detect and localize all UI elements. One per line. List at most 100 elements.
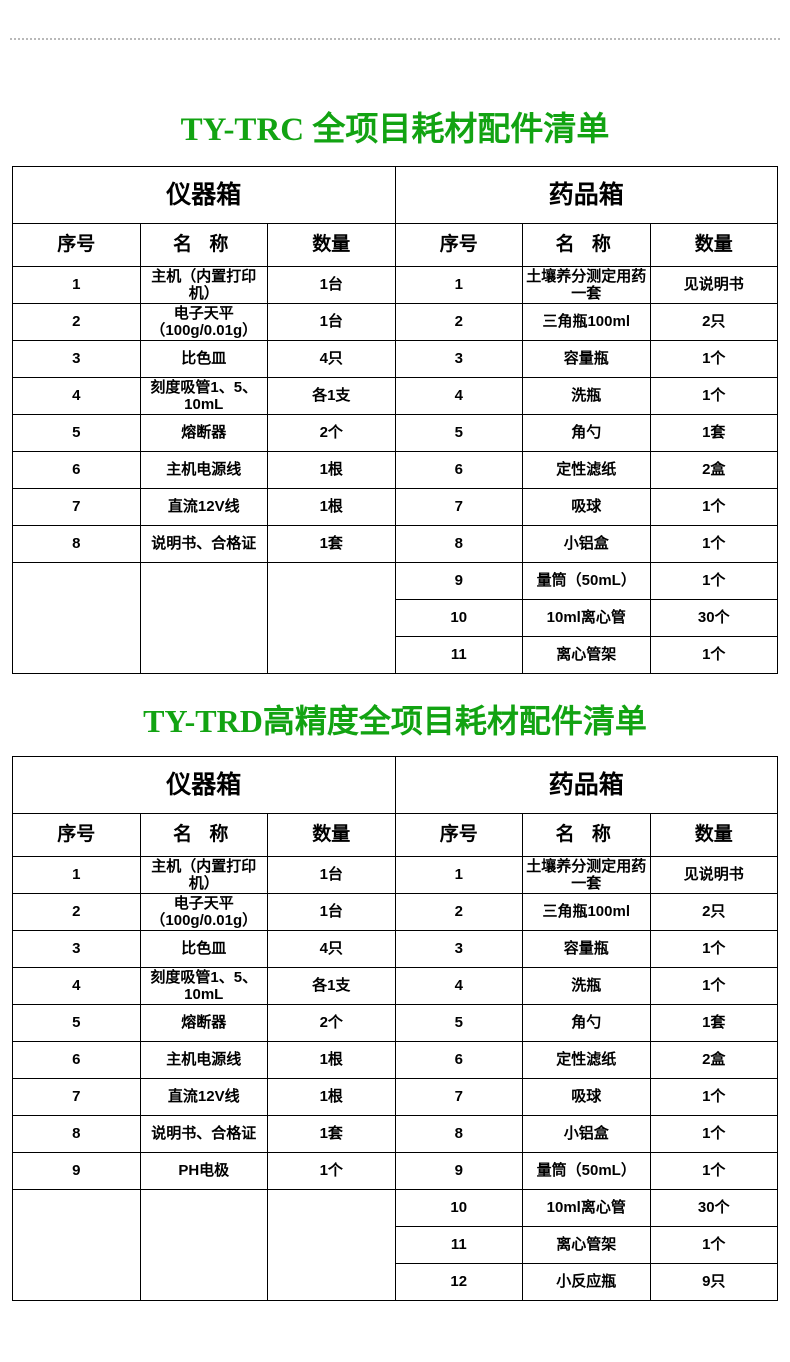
left-no-empty [12,1189,141,1227]
section-title-1: TY-TRC 全项目耗材配件清单 [180,112,610,148]
col-header-qty-left: 数量 [267,813,396,857]
col-header-no-right: 序号 [394,223,523,267]
left-no: 5 [12,1004,141,1042]
left-qty: 1套 [267,525,396,563]
right-name: 容量瓶 [522,930,651,968]
right-qty: 1个 [649,930,778,968]
right-no: 5 [394,414,523,452]
left-no: 3 [12,340,141,378]
table-body-1: 仪器箱 药品箱 序号 名 称 数量 序号 名 称 数量 1 主机（内置打印机） … [12,166,778,674]
right-name: 吸球 [522,1078,651,1116]
col-header-name-right: 名 称 [522,813,651,857]
table-row: 8 说明书、合格证 1套 8 小铝盒 1个 [12,525,778,563]
table-row: 11 离心管架 1个 [12,1226,778,1264]
right-qty: 1套 [649,414,778,452]
col-header-qty-left: 数量 [267,223,396,267]
left-no-empty [12,599,141,637]
right-name: 吸球 [522,488,651,526]
right-no: 2 [394,893,523,931]
left-name: 说明书、合格证 [139,525,268,563]
left-qty: 1台 [267,856,396,894]
left-no: 6 [12,1041,141,1079]
left-name: 比色皿 [139,340,268,378]
left-no: 6 [12,451,141,489]
right-name: 容量瓶 [522,340,651,378]
consumables-table-1: 仪器箱 药品箱 序号 名 称 数量 序号 名 称 数量 1 主机（内置打印机） … [12,166,778,674]
right-no: 11 [394,1226,523,1264]
left-qty-empty [267,1226,396,1264]
left-name: 说明书、合格证 [139,1115,268,1153]
table-row: 9 量筒（50mL） 1个 [12,562,778,600]
right-name: 三角瓶100ml [522,303,651,341]
right-qty: 1个 [649,1226,778,1264]
left-no: 9 [12,1152,141,1190]
table-row: 11 离心管架 1个 [12,636,778,674]
right-no: 3 [394,930,523,968]
left-qty: 2个 [267,414,396,452]
left-name: 熔断器 [139,414,268,452]
left-no-empty [12,1263,141,1301]
right-qty: 1套 [649,1004,778,1042]
table-row: 5 熔断器 2个 5 角勺 1套 [12,1004,778,1042]
left-no: 4 [12,377,141,415]
right-qty: 1个 [649,340,778,378]
left-no: 8 [12,525,141,563]
right-name: 小铝盒 [522,1115,651,1153]
right-no: 4 [394,377,523,415]
right-name: 量筒（50mL） [522,562,651,600]
left-name: 熔断器 [139,1004,268,1042]
left-qty: 1根 [267,1078,396,1116]
right-name: 离心管架 [522,1226,651,1264]
right-no: 7 [394,1078,523,1116]
box-header-row: 仪器箱 药品箱 [12,166,778,224]
right-name: 定性滤纸 [522,451,651,489]
left-qty-empty [267,562,396,600]
right-qty: 9只 [649,1263,778,1301]
left-qty: 各1支 [267,967,396,1005]
left-no: 2 [12,893,141,931]
consumables-table-2: 仪器箱 药品箱 序号 名 称 数量 序号 名 称 数量 1 主机（内置打印机） … [12,756,778,1301]
left-name: 主机电源线 [139,451,268,489]
table-row: 9 PH电极 1个 9 量筒（50mL） 1个 [12,1152,778,1190]
instrument-box-label: 仪器箱 [12,756,396,814]
right-qty: 1个 [649,525,778,563]
right-no: 2 [394,303,523,341]
right-name: 角勺 [522,414,651,452]
left-name: 比色皿 [139,930,268,968]
right-name: 土壤养分测定用药一套 [522,856,651,894]
right-qty: 2只 [649,893,778,931]
right-qty: 2只 [649,303,778,341]
right-no: 5 [394,1004,523,1042]
right-name: 量筒（50mL） [522,1152,651,1190]
table-row: 2 电子天平（100g/0.01g） 1台 2 三角瓶100ml 2只 [12,303,778,341]
right-no: 10 [394,599,523,637]
right-no: 3 [394,340,523,378]
col-header-name-left: 名 称 [139,813,268,857]
table-row: 10 10ml离心管 30个 [12,1189,778,1227]
left-name: 主机（内置打印机） [139,856,268,894]
col-header-name-right: 名 称 [522,223,651,267]
table-row: 1 主机（内置打印机） 1台 1 土壤养分测定用药一套 见说明书 [12,266,778,304]
right-qty: 见说明书 [649,266,778,304]
right-name: 10ml离心管 [522,599,651,637]
right-name: 小反应瓶 [522,1263,651,1301]
right-no: 9 [394,562,523,600]
document-page: TY-TRC 全项目耗材配件清单 仪器箱 药品箱 序号 名 称 数量 序号 名 … [0,38,790,1362]
left-qty: 1台 [267,893,396,931]
right-name: 角勺 [522,1004,651,1042]
left-qty: 1根 [267,488,396,526]
right-no: 1 [394,856,523,894]
col-header-qty-right: 数量 [649,813,778,857]
left-no: 8 [12,1115,141,1153]
right-qty: 1个 [649,377,778,415]
column-header-row: 序号 名 称 数量 序号 名 称 数量 [12,223,778,267]
left-name-empty [139,1263,268,1301]
table-row: 4 刻度吸管1、5、10mL 各1支 4 洗瓶 1个 [12,967,778,1005]
left-qty: 1台 [267,266,396,304]
table-row: 5 熔断器 2个 5 角勺 1套 [12,414,778,452]
right-no: 11 [394,636,523,674]
table-row: 2 电子天平（100g/0.01g） 1台 2 三角瓶100ml 2只 [12,893,778,931]
right-name: 小铝盒 [522,525,651,563]
right-qty: 30个 [649,599,778,637]
left-qty: 1个 [267,1152,396,1190]
